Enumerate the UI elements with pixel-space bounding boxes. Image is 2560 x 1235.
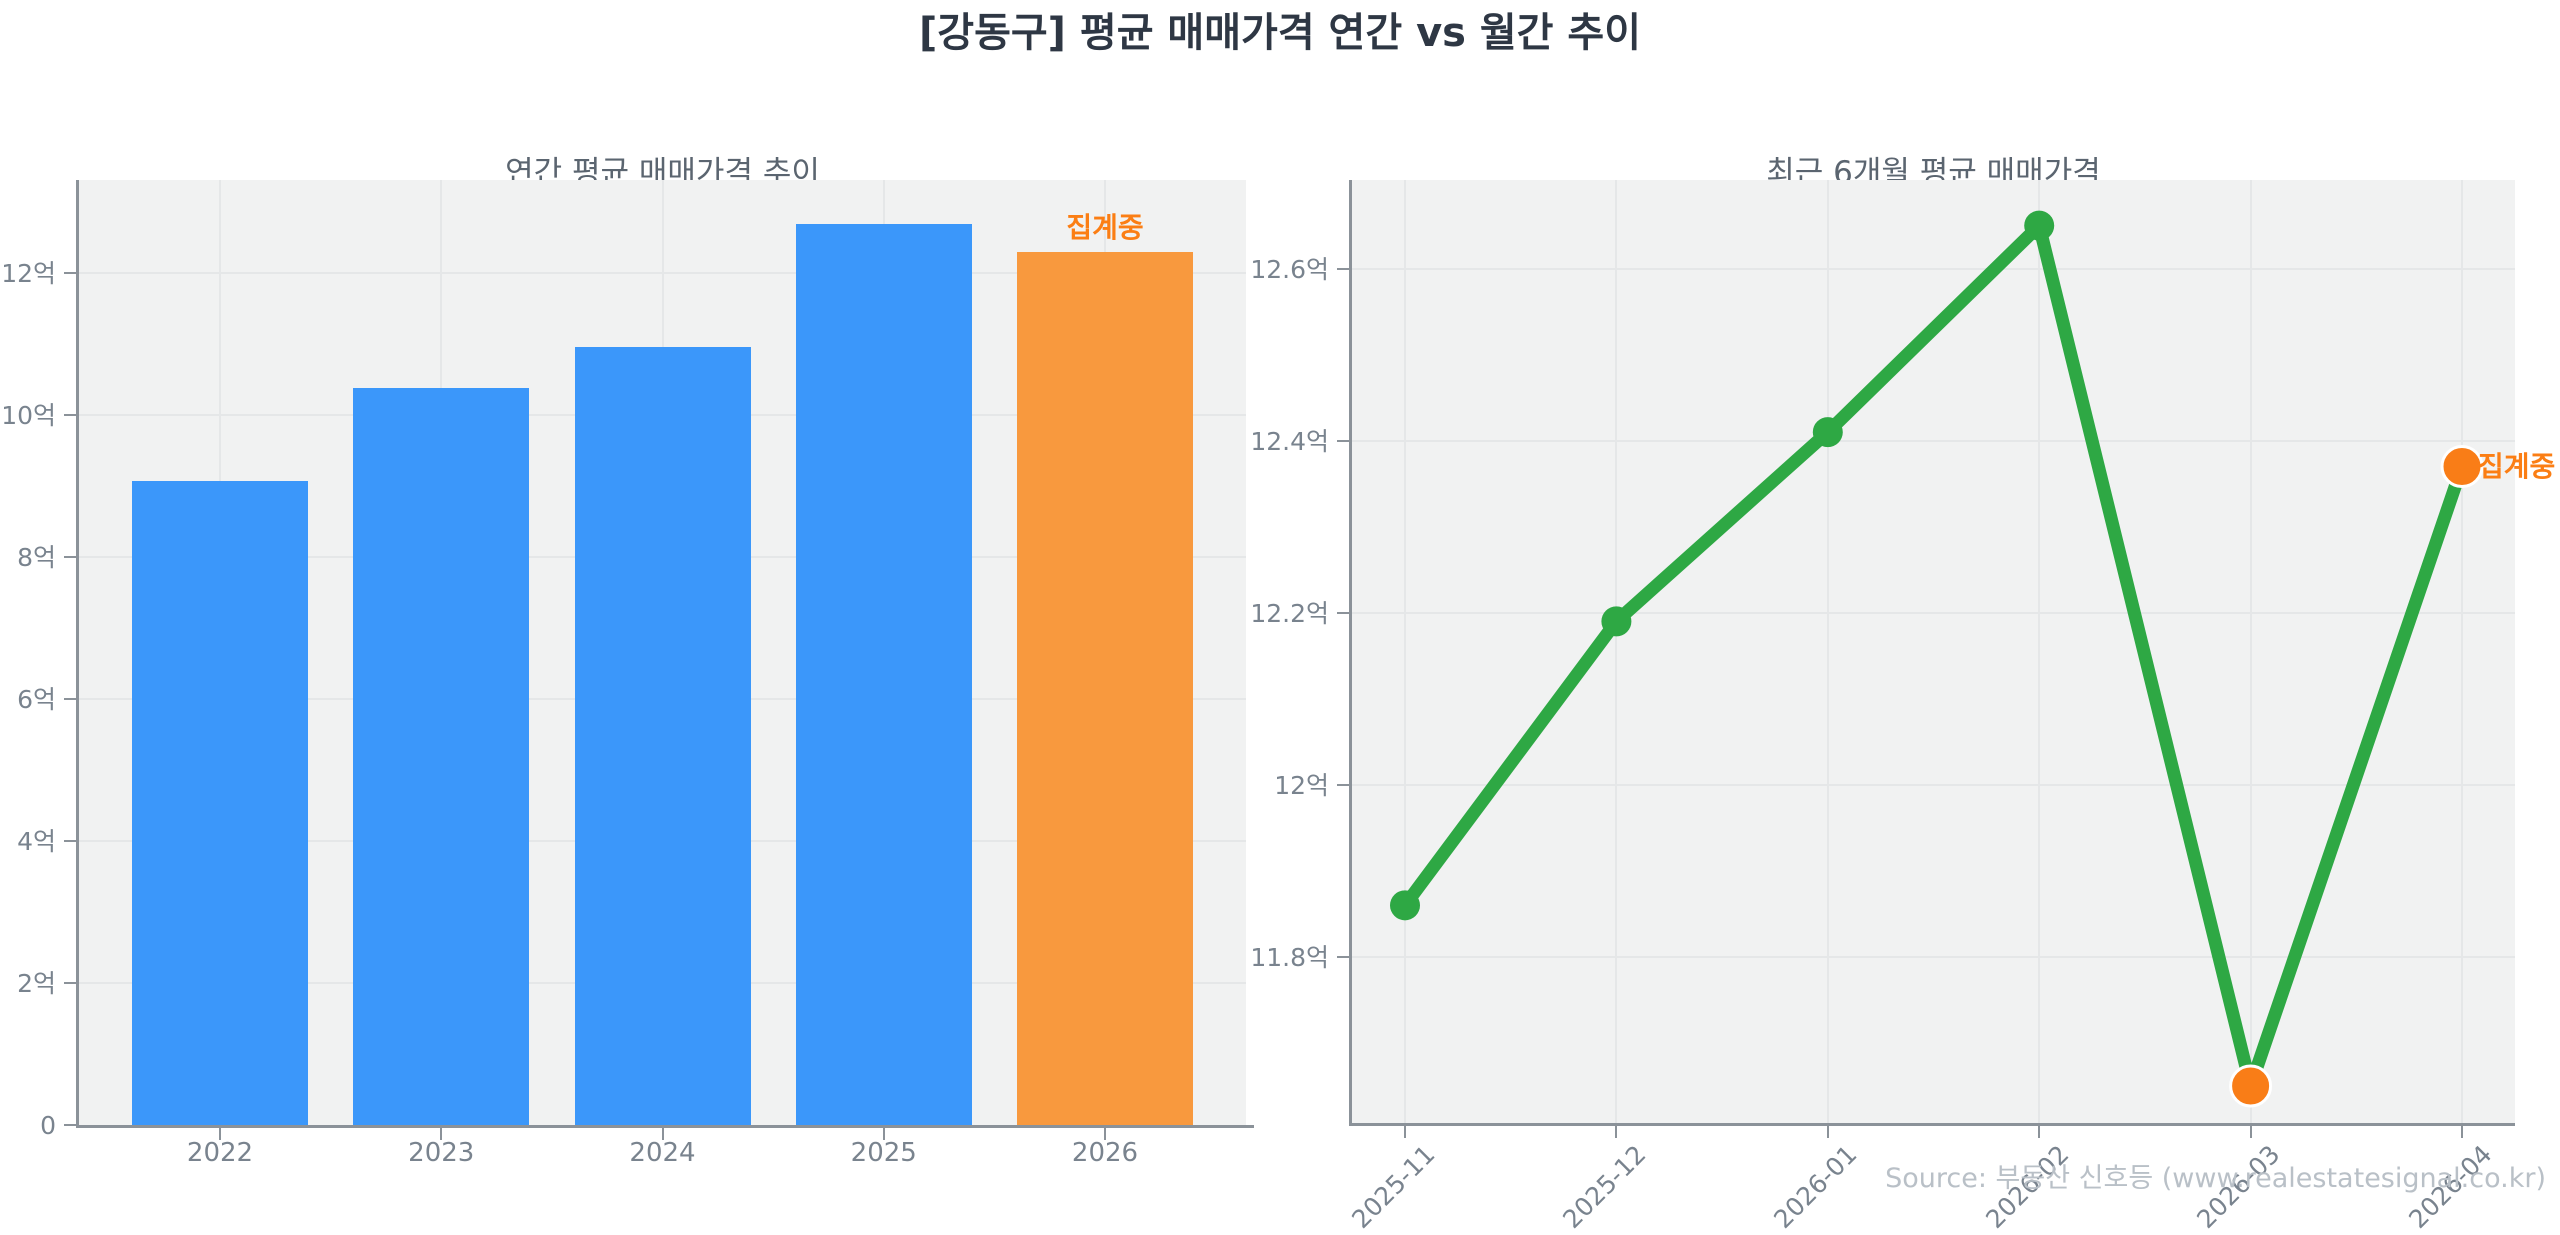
grid-line xyxy=(1826,180,1829,1123)
y-tick xyxy=(64,1124,76,1126)
bar-2022 xyxy=(132,481,308,1125)
grid-line xyxy=(1352,955,2515,958)
y-tick-label: 12.4억 xyxy=(1250,426,1329,456)
y-tick-label: 8억 xyxy=(17,543,56,572)
y-tick xyxy=(1337,267,1349,270)
trend-line-canvas xyxy=(1390,210,2484,1108)
x-tick xyxy=(2461,1126,2463,1138)
x-tick-label: 2025-12 xyxy=(1557,1139,1652,1234)
x-tick xyxy=(2249,1126,2252,1138)
y-axis xyxy=(1349,180,1352,1125)
y-tick xyxy=(1337,611,1349,614)
y-tick-label: 11.8억 xyxy=(1250,942,1329,972)
source-credit: Source: 부동산 신호등 (www.realestatesignal.co… xyxy=(1885,1163,2546,1194)
page-title: [강동구] 평균 매매가격 연간 vs 월간 추이 xyxy=(919,10,1641,56)
x-tick xyxy=(882,1128,885,1140)
bar-2024 xyxy=(574,346,751,1125)
bar-2025 xyxy=(795,224,972,1125)
x-tick xyxy=(661,1128,664,1140)
y-tick xyxy=(64,272,76,274)
x-tick-label: 2024 xyxy=(629,1138,696,1168)
y-tick-label: 12.6억 xyxy=(1250,254,1329,284)
y-tick-label: 0 xyxy=(40,1111,56,1140)
y-tick-label: 12.2억 xyxy=(1250,598,1329,628)
trend-line xyxy=(1398,219,2469,1093)
x-tick-label: 2026 xyxy=(1071,1138,1139,1168)
grid-line xyxy=(2461,180,2463,1123)
aggregating-label: 집계중 xyxy=(1066,210,1144,244)
x-tick-label: 2023 xyxy=(408,1138,475,1168)
y-tick xyxy=(1337,955,1349,958)
grid-line xyxy=(1352,439,2515,442)
y-tick-label: 6억 xyxy=(17,685,56,714)
grid-line xyxy=(1352,611,2515,614)
y-tick xyxy=(1337,783,1349,786)
bar-2023 xyxy=(353,388,530,1125)
y-tick-label: 4억 xyxy=(17,827,56,856)
y-tick xyxy=(64,414,76,416)
x-tick xyxy=(1615,1126,1618,1138)
y-tick xyxy=(64,982,76,984)
grid-line xyxy=(1352,783,2515,786)
data-point-2026-01 xyxy=(1812,417,1843,448)
bar-2026 xyxy=(1017,251,1193,1125)
x-tick-label: 2026-01 xyxy=(1768,1139,1863,1234)
data-point-2025-11 xyxy=(1390,890,1420,921)
y-tick xyxy=(1337,439,1349,442)
y-tick-label: 12억 xyxy=(1274,770,1329,800)
y-tick xyxy=(64,840,76,842)
x-axis xyxy=(1349,1123,2515,1126)
y-tick-label: 2억 xyxy=(17,969,56,998)
x-tick xyxy=(1104,1128,1106,1140)
y-tick-label: 12억 xyxy=(1,259,56,288)
grid-line xyxy=(2249,180,2252,1123)
y-tick xyxy=(64,698,76,700)
y-axis xyxy=(76,180,79,1127)
grid-line xyxy=(1404,180,1406,1123)
x-tick-label: 2022 xyxy=(186,1138,254,1168)
x-tick xyxy=(2038,1126,2041,1138)
x-axis xyxy=(76,1125,1254,1128)
x-tick xyxy=(219,1128,221,1140)
data-point-2025-12 xyxy=(1601,606,1632,637)
aggregating-label: 집계중 xyxy=(2478,449,2556,483)
x-tick xyxy=(1826,1126,1829,1138)
data-point-2026-03 xyxy=(2229,1064,2273,1108)
y-tick-label: 10억 xyxy=(1,401,56,430)
data-point-2026-02 xyxy=(2024,210,2055,241)
grid-line xyxy=(1615,180,1618,1123)
y-tick xyxy=(64,556,76,558)
x-tick xyxy=(1404,1126,1406,1138)
grid-line xyxy=(1352,267,2515,270)
grid-line xyxy=(2038,180,2041,1123)
data-point-2026-04 xyxy=(2440,445,2484,489)
x-tick-label: 2025-11 xyxy=(1345,1139,1441,1234)
x-tick xyxy=(440,1128,443,1140)
x-tick-label: 2025 xyxy=(850,1138,917,1168)
